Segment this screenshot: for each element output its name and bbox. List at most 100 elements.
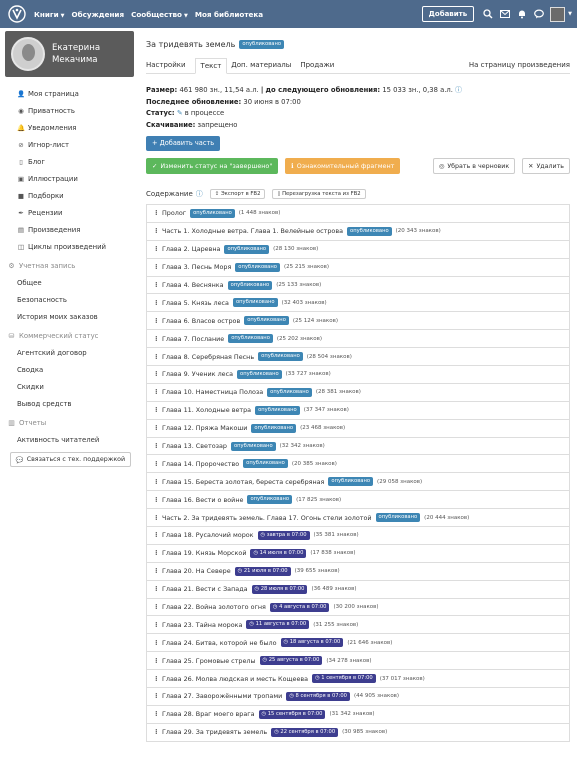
chapter-title[interactable]: Глава 13. Светозар bbox=[162, 442, 227, 451]
chapter-title[interactable]: Глава 11. Холодные ветра bbox=[162, 406, 252, 415]
chapter-row[interactable]: ⁞ Глава 9. Ученик леса опубликовано (33 727… bbox=[147, 366, 569, 384]
move-to-draft-button[interactable]: ◎ Убрать в черновик bbox=[432, 158, 516, 174]
chapter-row[interactable]: ⁞ Глава 20. На Севере ◷ 21 июля в 07:00 (39… bbox=[147, 563, 569, 581]
sidebar-item-general[interactable]: Общее bbox=[17, 278, 42, 287]
chapter-title[interactable]: Глава 6. Власов остров bbox=[162, 316, 241, 325]
drag-handle-icon[interactable]: ⁞ bbox=[155, 549, 158, 558]
tab-text[interactable]: Текст bbox=[194, 58, 228, 74]
chapter-title[interactable]: Глава 23. Тайна морока bbox=[162, 620, 243, 629]
sidebar-item-my-page[interactable]: 👤 Моя страница bbox=[17, 89, 79, 98]
sidebar-item-blog[interactable]: ▯ Блог bbox=[5, 153, 134, 170]
info-icon[interactable]: ⓘ bbox=[195, 190, 203, 198]
chapter-row[interactable]: ⁞ Глава 18. Русалочий морок ◷ завтра в 07:… bbox=[147, 527, 569, 545]
chapter-row[interactable]: ⁞ Глава 10. Наместница Полоза опубликовано… bbox=[147, 384, 569, 402]
chapter-title[interactable]: Глава 10. Наместница Полоза bbox=[162, 388, 264, 397]
mail-icon[interactable] bbox=[499, 9, 510, 20]
chapter-row[interactable]: ⁞ Глава 22. Война золотого огня ◷ 4 август… bbox=[147, 599, 569, 617]
drag-handle-icon[interactable]: ⁞ bbox=[155, 620, 158, 629]
drag-handle-icon[interactable]: ⁞ bbox=[155, 334, 158, 343]
chapter-row[interactable]: ⁞ Глава 19. Князь Морской ◷ 14 июля в 07:0… bbox=[147, 545, 569, 563]
drag-handle-icon[interactable]: ⁞ bbox=[155, 227, 158, 236]
drag-handle-icon[interactable]: ⁞ bbox=[155, 495, 158, 504]
preview-fragment-button[interactable]: ℹ Ознакомительный фрагмент bbox=[285, 158, 401, 174]
reload-fb2-button[interactable]: ▯ Перезагрузка текста из FB2 bbox=[272, 189, 366, 199]
chapter-row[interactable]: ⁞ Глава 12. Пряжа Макоши опубликовано (23 4… bbox=[147, 420, 569, 438]
chapter-title[interactable]: Глава 29. За тридевять земель bbox=[162, 728, 268, 737]
delete-button[interactable]: ✕ Удалить bbox=[522, 158, 570, 174]
chapter-row[interactable]: ⁞ Глава 28. Враг моего врага ◷ 15 сентября… bbox=[147, 706, 569, 724]
tab-settings[interactable]: Настройки bbox=[146, 61, 186, 69]
sidebar-item-privacy[interactable]: ◉ Приватность bbox=[18, 106, 75, 115]
chapter-title[interactable]: Глава 15. Береста золотая, береста сереб… bbox=[162, 477, 325, 486]
chapter-title[interactable]: Глава 28. Враг моего врага bbox=[162, 710, 255, 719]
chapter-row[interactable]: ⁞ Часть 2. За тридевять земель. Глава 17.… bbox=[147, 509, 569, 528]
drag-handle-icon[interactable]: ⁞ bbox=[155, 531, 158, 540]
chapter-row[interactable]: ⁞ Глава 6. Власов остров опубликовано (25 1… bbox=[147, 312, 569, 331]
chapter-title[interactable]: Глава 3. Песнь Моря bbox=[162, 263, 232, 272]
chapter-title[interactable]: Глава 21. Вести с Запада bbox=[162, 585, 248, 594]
chapter-row[interactable]: ⁞ Глава 24. Битва, которой не было ◷ 18 ав… bbox=[147, 634, 569, 653]
sidebar-item-notifications[interactable]: 🔔 Уведомления bbox=[17, 123, 77, 132]
chapter-row[interactable]: ⁞ Глава 7. Послание опубликовано (25 202 зн… bbox=[147, 330, 569, 349]
tab-work-page-link[interactable]: На страницу произведения bbox=[468, 61, 570, 69]
drag-handle-icon[interactable]: ⁞ bbox=[155, 674, 158, 683]
chapter-row[interactable]: ⁞ Глава 16. Вести о войне опубликовано (17 … bbox=[147, 491, 569, 510]
add-part-button[interactable]: + Добавить часть bbox=[146, 136, 221, 151]
chapter-title[interactable]: Часть 1. Холодные ветра. Глава 1. Велейн… bbox=[162, 227, 344, 236]
drag-handle-icon[interactable]: ⁞ bbox=[155, 298, 158, 307]
sidebar-item-reviews[interactable]: ✒ Рецензии bbox=[18, 208, 63, 217]
chapter-row[interactable]: ⁞ Часть 1. Холодные ветра. Глава 1. Велей… bbox=[147, 223, 569, 241]
chapter-row[interactable]: ⁞ Глава 15. Береста золотая, береста сере… bbox=[147, 473, 569, 492]
drag-handle-icon[interactable]: ⁞ bbox=[155, 692, 158, 701]
drag-handle-icon[interactable]: ⁞ bbox=[155, 656, 158, 665]
sidebar-item-agent-contract[interactable]: Агентский договор bbox=[17, 348, 87, 357]
nav-community[interactable]: Сообщество ▼ bbox=[131, 9, 188, 19]
chapter-title[interactable]: Глава 20. На Севере bbox=[162, 567, 231, 576]
chapter-title[interactable]: Глава 7. Послание bbox=[162, 334, 225, 343]
drag-handle-icon[interactable]: ⁞ bbox=[155, 585, 158, 594]
chapter-row[interactable]: ⁞ Глава 29. За тридевять земель ◷ 22 сентя… bbox=[147, 724, 569, 742]
sidebar-item-series[interactable]: ◫ Циклы произведений bbox=[17, 242, 107, 251]
chapter-title[interactable]: Глава 16. Вести о войне bbox=[162, 495, 244, 504]
drag-handle-icon[interactable]: ⁞ bbox=[155, 370, 158, 379]
info-icon[interactable]: ⓘ bbox=[455, 86, 462, 94]
chapter-row[interactable]: ⁞ Глава 27. Заворожёнными тропами ◷ 8 сент… bbox=[147, 688, 569, 706]
drag-handle-icon[interactable]: ⁞ bbox=[155, 245, 158, 254]
search-icon[interactable] bbox=[482, 9, 493, 20]
chapter-title[interactable]: Глава 12. Пряжа Макоши bbox=[162, 424, 248, 433]
drag-handle-icon[interactable]: ⁞ bbox=[155, 638, 158, 647]
chapter-title[interactable]: Глава 26. Молва людская и месть Кощеева bbox=[162, 674, 309, 683]
support-button[interactable]: 💬 Связаться с тех. поддержкой bbox=[10, 452, 131, 467]
drag-handle-icon[interactable]: ⁞ bbox=[155, 513, 158, 522]
chapter-row[interactable]: ⁞ Глава 3. Песнь Моря опубликовано (25 215 … bbox=[147, 259, 569, 277]
add-button[interactable]: Добавить bbox=[421, 6, 475, 22]
drag-handle-icon[interactable]: ⁞ bbox=[155, 352, 158, 361]
chapter-row[interactable]: ⁞ Глава 14. Пророчество опубликовано (20 38… bbox=[147, 455, 569, 474]
chapter-title[interactable]: Пролог bbox=[162, 209, 187, 218]
drag-handle-icon[interactable]: ⁞ bbox=[155, 424, 158, 433]
drag-handle-icon[interactable]: ⁞ bbox=[155, 388, 158, 397]
drag-handle-icon[interactable]: ⁞ bbox=[155, 263, 158, 272]
site-logo-icon[interactable] bbox=[8, 5, 26, 23]
sidebar-item-ignore-list[interactable]: ⊘ Игнор-лист bbox=[18, 140, 70, 149]
chevron-down-icon[interactable]: ▼ bbox=[568, 11, 572, 17]
sidebar-item-summary[interactable]: Сводка bbox=[17, 365, 44, 374]
comments-icon[interactable] bbox=[533, 9, 544, 20]
sidebar-item-discounts[interactable]: Скидки bbox=[17, 382, 44, 391]
chapter-title[interactable]: Часть 2. За тридевять земель. Глава 17. … bbox=[162, 513, 372, 522]
sidebar-item-illustrations[interactable]: ▣ Иллюстрации bbox=[17, 174, 78, 183]
profile-card[interactable]: Екатерина Мекачима bbox=[5, 31, 134, 77]
drag-handle-icon[interactable]: ⁞ bbox=[155, 728, 158, 737]
drag-handle-icon[interactable]: ⁞ bbox=[155, 567, 158, 576]
drag-handle-icon[interactable]: ⁞ bbox=[155, 209, 158, 218]
export-fb2-button[interactable]: ⇪ Экспорт в FB2 bbox=[209, 189, 266, 199]
change-status-button[interactable]: ✓ Изменить статус на "завершено" bbox=[146, 158, 279, 174]
drag-handle-icon[interactable]: ⁞ bbox=[155, 281, 158, 289]
sidebar-item-works[interactable]: ▤ Произведения bbox=[17, 225, 81, 234]
sidebar-item-reader-activity[interactable]: Активность читателей bbox=[17, 435, 100, 444]
chapter-title[interactable]: Глава 19. Князь Морской bbox=[162, 549, 247, 558]
chapter-title[interactable]: Глава 8. Серебряная Песнь bbox=[162, 352, 255, 361]
chapter-title[interactable]: Глава 18. Русалочий морок bbox=[162, 531, 254, 540]
chapter-row[interactable]: ⁞ Глава 23. Тайна морока ◷ 11 августа в 07… bbox=[147, 616, 569, 635]
nav-books[interactable]: Книги ▼ bbox=[34, 9, 65, 19]
